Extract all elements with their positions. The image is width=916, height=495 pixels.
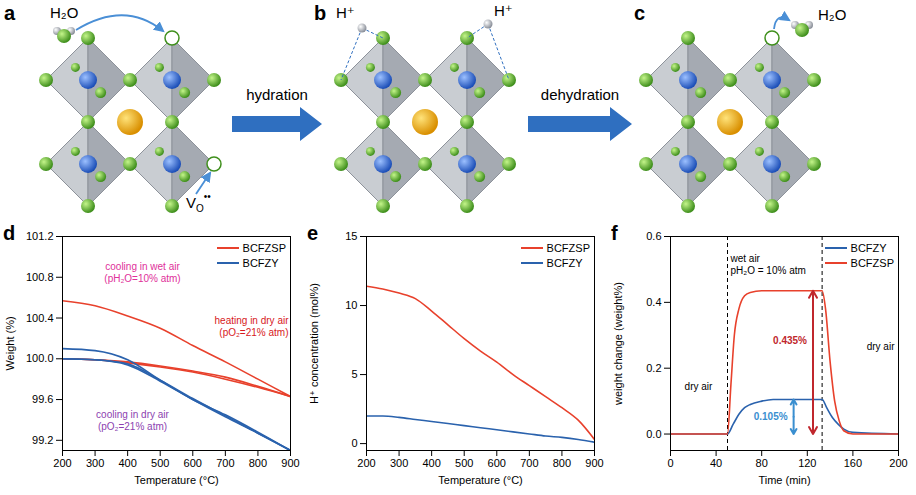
svg-text:weight change (weight%): weight change (weight%) — [612, 282, 624, 406]
svg-text:300: 300 — [86, 457, 104, 469]
svg-text:VO••: VO•• — [186, 191, 211, 214]
svg-text:120: 120 — [798, 457, 816, 469]
svg-text:200: 200 — [357, 457, 375, 469]
svg-text:c: c — [634, 2, 645, 24]
svg-text:500: 500 — [151, 457, 169, 469]
svg-text:100.4: 100.4 — [26, 312, 54, 324]
svg-text:100.8: 100.8 — [26, 271, 54, 283]
html-text:BCFZSP: BCFZSP — [546, 241, 590, 254]
html-text:d: d — [3, 222, 16, 244]
svg-text:H⁺ concentration (mol%): H⁺ concentration (mol%) — [308, 283, 320, 404]
svg-text:10: 10 — [345, 299, 357, 311]
svg-text:0.105%: 0.105% — [754, 411, 788, 422]
html-text:BCFZY: BCFZY — [850, 241, 887, 254]
svg-text:200: 200 — [53, 457, 71, 469]
svg-text:400: 400 — [118, 457, 136, 469]
svg-text:800: 800 — [553, 457, 571, 469]
svg-text:Weight (%): Weight (%) — [4, 316, 16, 370]
html-text:e: e — [307, 222, 319, 244]
svg-text:5: 5 — [351, 368, 357, 380]
svg-text:a: a — [4, 2, 16, 24]
svg-text:200: 200 — [889, 457, 907, 469]
html-text:BCFZSP: BCFZSP — [850, 256, 894, 269]
svg-text:900: 900 — [585, 457, 603, 469]
svg-text:400: 400 — [422, 457, 440, 469]
svg-text:0.435%: 0.435% — [773, 335, 807, 346]
svg-text:dry air: dry air — [867, 341, 895, 352]
svg-text:15: 15 — [345, 230, 357, 242]
svg-text:0: 0 — [351, 437, 357, 449]
svg-text:99.2: 99.2 — [32, 434, 53, 446]
svg-text:100.0: 100.0 — [26, 352, 54, 364]
svg-text:40: 40 — [710, 457, 722, 469]
svg-text:99.6: 99.6 — [32, 393, 53, 405]
svg-text:500: 500 — [455, 457, 473, 469]
svg-text:H⁺: H⁺ — [494, 2, 513, 19]
svg-text:160: 160 — [844, 457, 862, 469]
svg-text:b: b — [314, 2, 326, 24]
svg-text:700: 700 — [216, 457, 234, 469]
svg-text:dry air: dry air — [685, 381, 713, 392]
svg-text:(pH₂O=10% atm): (pH₂O=10% atm) — [104, 273, 180, 284]
svg-text:H₂O: H₂O — [818, 6, 846, 23]
html-text:BCFZY: BCFZY — [242, 256, 279, 269]
svg-text:0.0: 0.0 — [646, 428, 661, 440]
svg-text:Time (min): Time (min) — [758, 474, 810, 486]
svg-text:0: 0 — [667, 457, 673, 469]
svg-text:Temperature (°C): Temperature (°C) — [438, 474, 522, 486]
svg-text:0.6: 0.6 — [646, 230, 661, 242]
html-text:BCFZSP: BCFZSP — [242, 241, 286, 254]
svg-text:0.2: 0.2 — [646, 362, 661, 374]
svg-text:wet air: wet air — [730, 253, 761, 264]
svg-text:Temperature (°C): Temperature (°C) — [134, 474, 218, 486]
svg-text:H₂O: H₂O — [50, 4, 78, 21]
svg-text:hydration: hydration — [246, 86, 308, 103]
svg-text:700: 700 — [520, 457, 538, 469]
svg-text:dehydration: dehydration — [541, 86, 619, 103]
svg-text:heating in dry air: heating in dry air — [215, 315, 290, 326]
svg-text:80: 80 — [756, 457, 768, 469]
svg-text:101.2: 101.2 — [26, 230, 54, 242]
svg-text:900: 900 — [281, 457, 299, 469]
svg-text:600: 600 — [488, 457, 506, 469]
svg-text:(pO₂=21% atm): (pO₂=21% atm) — [98, 421, 167, 432]
svg-text:0.4: 0.4 — [646, 296, 661, 308]
svg-text:300: 300 — [390, 457, 408, 469]
html-text:BCFZY: BCFZY — [546, 256, 583, 269]
svg-text:pH₂O = 10% atm: pH₂O = 10% atm — [731, 265, 806, 276]
svg-text:H⁺: H⁺ — [336, 4, 355, 21]
html-text:f: f — [611, 222, 618, 244]
svg-text:800: 800 — [249, 457, 267, 469]
svg-text:cooling in wet air: cooling in wet air — [105, 261, 180, 272]
svg-text:600: 600 — [184, 457, 202, 469]
svg-text:(pO₂=21% atm): (pO₂=21% atm) — [219, 327, 288, 338]
svg-text:cooling in dry air: cooling in dry air — [96, 409, 169, 420]
